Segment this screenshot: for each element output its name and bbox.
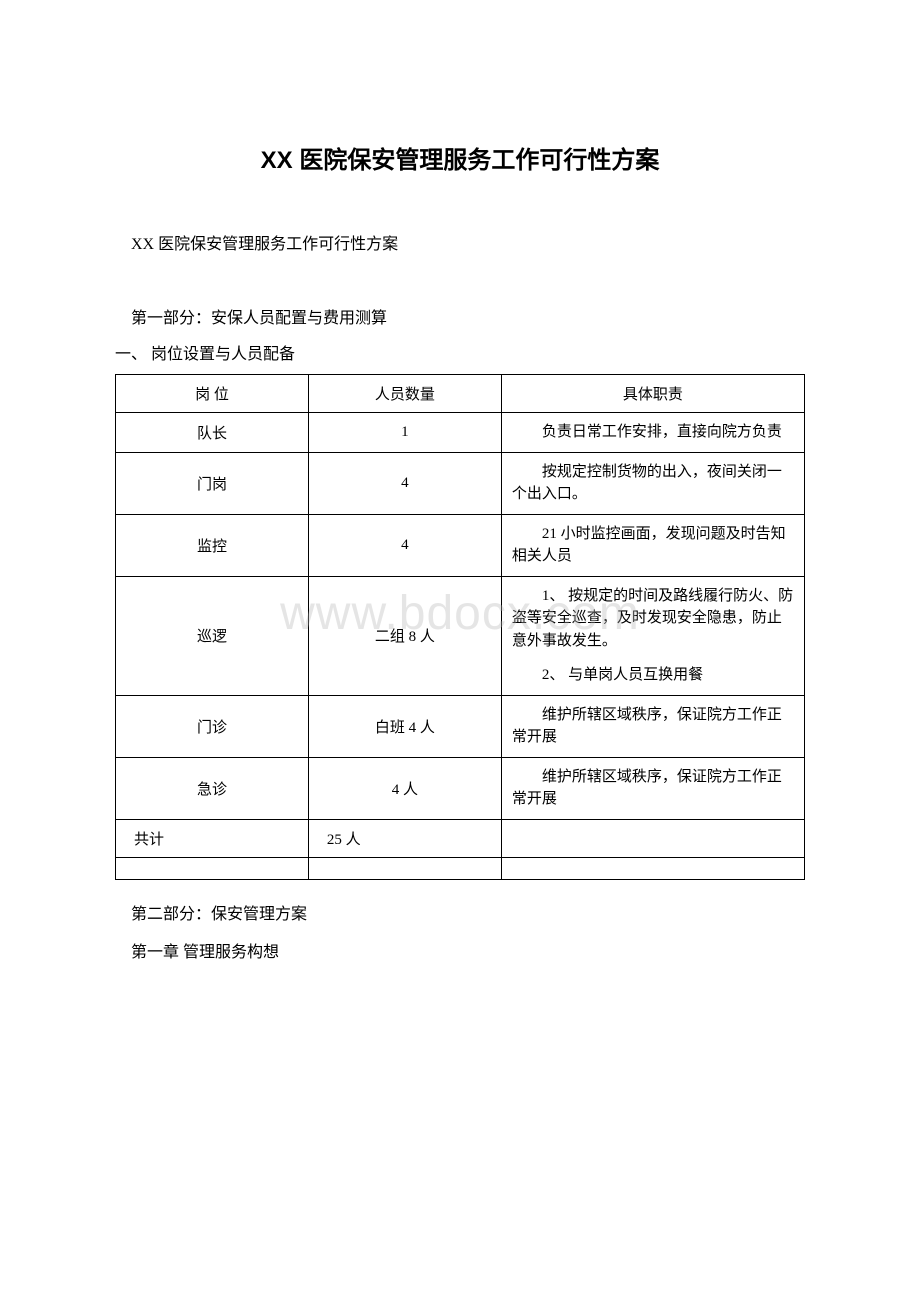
header-position: 岗 位 [116,375,309,413]
cell-position: 队长 [116,413,309,453]
table-row: 队长 1 负责日常工作安排，直接向院方负责 [116,413,805,453]
chapter-1-header: 第一章 管理服务构想 [115,938,805,962]
cell-position: 巡逻 [116,576,309,695]
document-title: XX 医院保安管理服务工作可行性方案 [115,140,805,175]
header-count: 人员数量 [308,375,501,413]
table-row: 门岗 4 按规定控制货物的出入，夜间关闭一个出入口。 [116,452,805,514]
total-count: 25 人 [308,819,501,857]
table-header-row: 岗 位 人员数量 具体职责 [116,375,805,413]
document-subtitle: XX 医院保安管理服务工作可行性方案 [115,230,805,254]
cell-position: 门岗 [116,452,309,514]
total-duty [501,819,804,857]
staffing-table: 岗 位 人员数量 具体职责 队长 1 负责日常工作安排，直接向院方负责 门岗 4… [115,374,805,880]
section-1-header: 第一部分：安保人员配置与费用测算 [115,304,805,328]
total-position: 共计 [116,819,309,857]
table-row: 巡逻 二组 8 人 1、 按规定的时间及路线履行防火、防盗等安全巡查，及时发现安… [116,576,805,695]
table-row: 监控 4 21 小时监控画面，发现问题及时告知相关人员 [116,514,805,576]
cell-duty: 21 小时监控画面，发现问题及时告知相关人员 [501,514,804,576]
cell-position: 监控 [116,514,309,576]
header-duty: 具体职责 [501,375,804,413]
cell-count: 4 人 [308,757,501,819]
section-2-header: 第二部分：保安管理方案 [115,900,805,924]
cell-position: 急诊 [116,757,309,819]
empty-cell [501,857,804,879]
duty-paragraph-1: 1、 按规定的时间及路线履行防火、防盗等安全巡查，及时发现安全隐患，防止意外事故… [512,585,794,653]
cell-duty: 维护所辖区域秩序，保证院方工作正常开展 [501,757,804,819]
table-empty-row [116,857,805,879]
empty-cell [308,857,501,879]
cell-duty: 1、 按规定的时间及路线履行防火、防盗等安全巡查，及时发现安全隐患，防止意外事故… [501,576,804,695]
section-1-subsection: 一、 岗位设置与人员配备 [115,340,805,364]
cell-count: 白班 4 人 [308,695,501,757]
cell-duty: 按规定控制货物的出入，夜间关闭一个出入口。 [501,452,804,514]
cell-count: 二组 8 人 [308,576,501,695]
cell-count: 4 [308,452,501,514]
table-total-row: 共计 25 人 [116,819,805,857]
table-row: 门诊 白班 4 人 维护所辖区域秩序，保证院方工作正常开展 [116,695,805,757]
cell-count: 4 [308,514,501,576]
empty-cell [116,857,309,879]
cell-position: 门诊 [116,695,309,757]
cell-duty: 负责日常工作安排，直接向院方负责 [501,413,804,453]
cell-duty: 维护所辖区域秩序，保证院方工作正常开展 [501,695,804,757]
table-row: 急诊 4 人 维护所辖区域秩序，保证院方工作正常开展 [116,757,805,819]
cell-count: 1 [308,413,501,453]
duty-paragraph-2: 2、 与单岗人员互换用餐 [512,664,794,687]
